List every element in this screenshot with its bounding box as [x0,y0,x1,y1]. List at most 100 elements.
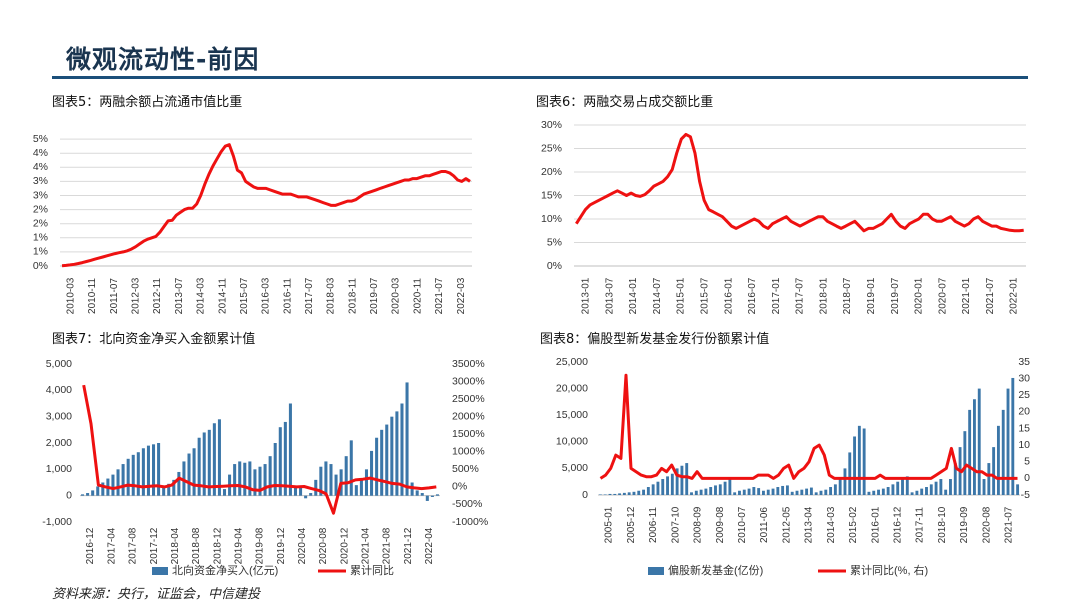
fig7-legend-bar-swatch [152,567,168,575]
fig8-bar [987,463,991,495]
fig8-y2-tick-label: 0 [1024,472,1030,484]
fig6-x-tick-label: 2018-07 [842,277,853,314]
fig8-bar [833,484,837,495]
fig7-bar [319,466,323,496]
fig8-y-tick-label: 20,000 [556,382,588,394]
fig5-y-tick-label: 4% [33,161,48,173]
fig7-bar [157,443,161,496]
fig7-y-tick-label: 0 [66,489,72,501]
fig8-x-tick-label: 2011-06 [759,507,770,543]
fig8-x-tick-label: 2018-10 [937,506,948,543]
fig8-y-tick-label: 15,000 [556,409,588,421]
fig6-x-tick-label: 2013-01 [581,277,592,314]
fig8-bar [982,479,986,495]
fig5-x-tick-label: 2014-11 [217,278,228,314]
fig7-bar [167,483,171,496]
fig8-bar [670,473,674,495]
fig7-y-tick-label: 4,000 [46,384,72,396]
fig7-y2-tick-label: 3500% [452,358,485,370]
fig7-bar [111,474,115,496]
fig8-bar [800,489,804,495]
fig7-y-tick-label: 1,000 [46,463,72,475]
fig6-y-tick-label: 0% [547,260,562,272]
fig7-bar [273,443,277,496]
fig7-bar [126,458,130,496]
fig8-bar [666,476,669,495]
fig8-x-tick-label: 2010-07 [737,506,748,543]
fig5-y-tick-label: 3% [33,189,48,201]
fig8-y2-tick-label: -5 [1021,489,1030,501]
fig7-y2-tick-label: 1500% [452,428,485,440]
fig8-bar [771,488,775,495]
fig8-y2-tick-label: 35 [1018,356,1030,368]
fig8-bar [891,484,895,495]
fig8-bar [742,489,746,495]
fig7-bar [152,444,156,496]
fig7-bar [136,452,140,496]
fig5-x-tick-label: 2012-03 [131,277,142,314]
fig8-y-tick-label: 10,000 [556,436,588,448]
fig8-bar [718,484,722,495]
fig7-bar [202,432,206,496]
fig6-y-tick-label: 10% [541,213,562,225]
fig7-series-line [82,384,437,515]
fig5-x-tick-label: 2013-07 [174,277,185,314]
fig8-bar [637,490,641,495]
fig6-x-tick-label: 2019-07 [890,277,901,314]
fig5-x-tick-label: 2011-07 [109,278,120,314]
fig7-bar [141,448,145,496]
fig5-x-tick-label: 2010-03 [65,277,76,314]
fig8-bar [714,485,717,495]
fig5-x-tick-label: 2020-03 [391,277,402,314]
fig8-bar [910,492,914,495]
fig7-y2-tick-label: 2000% [452,410,485,422]
fig8-bar [785,485,789,495]
fig8-bar [1006,388,1010,495]
fig8-bar [829,487,833,495]
fig7-bar [370,450,374,496]
fig5-y-tick-label: 0% [33,260,48,272]
fig8-y-tick-label: 5,000 [562,462,588,474]
fig5-x-tick-label: 2018-11 [347,278,358,314]
fig6-y-tick-label: 25% [541,142,562,154]
fig8-bar [733,492,737,495]
fig8-bar [809,487,813,495]
fig7-bar [380,429,384,496]
fig8-x-tick-label: 2009-08 [715,506,726,543]
fig8-bar [627,492,631,495]
fig8-x-tick-label: 2019-09 [959,506,970,543]
fig8-caption: 图表8：偏股型新发基金发行份额累计值 [540,332,770,347]
fig8-bar [953,463,957,495]
fig8-y2-tick-label: 25 [1018,389,1030,401]
fig7-bar [238,461,242,496]
fig8-y2-tick-label: 10 [1018,439,1030,451]
fig8-bar [915,490,919,495]
fig8-bar [872,490,876,495]
fig8-y2-tick-label: 20 [1018,406,1030,418]
fig7-x-tick-label: 2021-08 [382,527,393,564]
fig8-bar [814,492,818,495]
fig8-bar [881,488,885,495]
fig7-bar [197,437,201,496]
fig8-bar [862,428,866,495]
fig8-y-tick-label: 25,000 [556,356,588,368]
fig8-bar [853,436,856,495]
fig8-bar [680,465,684,495]
fig8-bar [996,425,1000,495]
fig5-y-tick-label: 1% [33,232,48,244]
fig8-bar [843,468,847,495]
fig8-legend-bar-swatch [648,567,664,575]
fig7-bar [86,493,90,496]
fig6-x-tick-label: 2016-07 [747,277,758,314]
fig7-caption: 图表7：北向资金净买入金额累计值 [52,332,256,347]
fig7-bar [435,494,439,496]
fig8-bar [762,490,765,495]
fig8-bar [747,488,751,495]
fig7-x-tick-label: 2018-04 [170,527,181,564]
fig6-x-tick-label: 2014-01 [628,277,639,314]
fig6-x-tick-label: 2020-01 [914,277,925,314]
fig7-y-tick-label: 3,000 [46,410,72,422]
fig8-x-tick-label: 2016-01 [870,506,881,543]
fig7-bar [96,486,100,496]
